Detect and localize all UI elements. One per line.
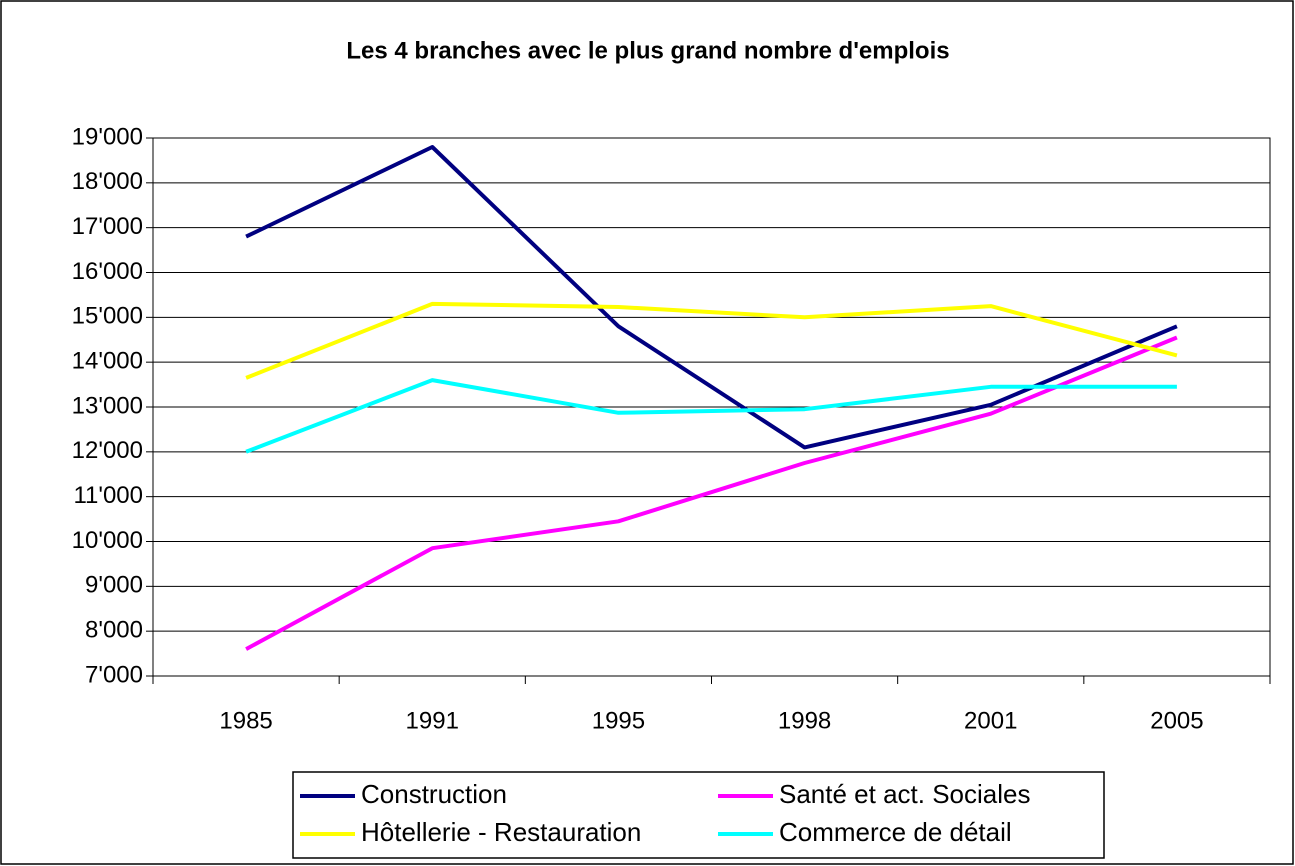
y-tick-label: 17'000 [72,213,143,240]
x-tick-label: 1995 [592,707,645,734]
series-line [245,335,1178,651]
series-line [245,378,1177,454]
y-tick-label: 14'000 [72,348,143,375]
x-tick-label: 1985 [219,707,272,734]
legend-box [292,771,1105,859]
legend-label: Commerce de détail [779,817,1012,847]
y-tick-label: 9'000 [85,572,143,599]
y-tick-label: 18'000 [72,168,143,195]
y-tick-label: 16'000 [72,258,143,285]
y-tick-label: 12'000 [72,437,143,464]
chart-title: Les 4 branches avec le plus grand nombre… [346,37,949,64]
legend-label: Construction [361,779,507,809]
x-tick-label: 1998 [778,707,831,734]
y-tick-label: 19'000 [72,123,143,150]
y-tick-label: 13'000 [72,392,143,419]
series-line [245,145,1178,450]
x-tick-label: 1991 [406,707,459,734]
y-tick-label: 11'000 [73,482,143,509]
legend-label: Hôtellerie - Restauration [361,817,641,847]
y-tick-label: 7'000 [85,661,143,688]
y-tick-label: 15'000 [72,303,143,330]
y-tick-label: 8'000 [85,617,143,644]
series-line [245,301,1178,380]
y-tick-label: 10'000 [72,527,143,554]
x-tick-label: 2001 [964,707,1017,734]
x-tick-label: 2005 [1150,707,1203,734]
legend-label: Santé et act. Sociales [779,779,1030,809]
